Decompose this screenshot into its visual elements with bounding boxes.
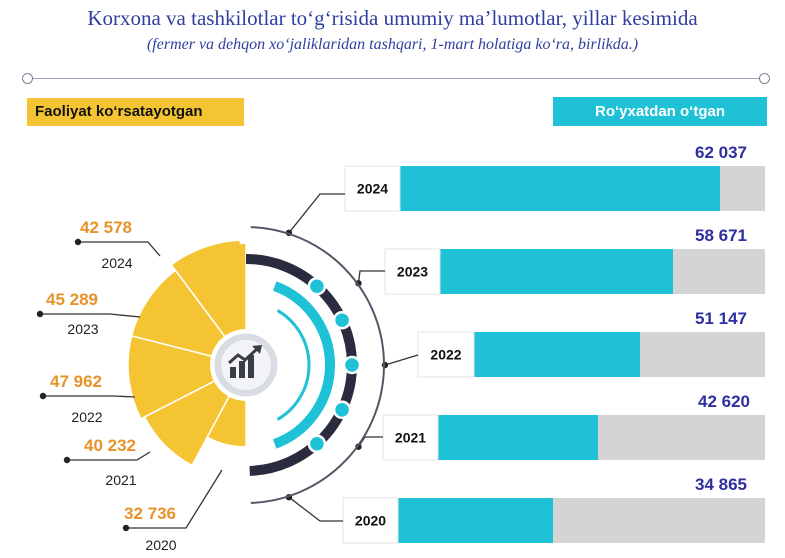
pie-year-label: 2023 bbox=[67, 321, 98, 337]
active-series-label: Faoliyat ko‘rsatayotgan bbox=[27, 98, 244, 126]
leader-dot bbox=[122, 524, 130, 532]
leader-line bbox=[78, 241, 161, 257]
leader-dot bbox=[36, 310, 44, 318]
bar-year-label: 2020 bbox=[355, 513, 386, 529]
bar-value-label: 42 620 bbox=[698, 392, 750, 411]
pie-value-label: 40 232 bbox=[84, 436, 136, 455]
ring-node bbox=[307, 434, 327, 454]
ring-inner-thin bbox=[276, 309, 311, 421]
ring-node bbox=[332, 310, 352, 330]
bar-year-box bbox=[344, 165, 401, 212]
leader-dot bbox=[74, 238, 82, 246]
bar-year-label: 2021 bbox=[395, 430, 426, 446]
bar-year-label: 2023 bbox=[397, 264, 428, 280]
bar-year-box bbox=[384, 248, 441, 295]
ring-cyan bbox=[272, 281, 335, 449]
header-divider bbox=[24, 78, 766, 79]
left-leader-lines bbox=[36, 238, 223, 532]
bar-year-box bbox=[417, 331, 475, 378]
leader-line bbox=[384, 354, 419, 366]
bar-value-label: 34 865 bbox=[695, 475, 747, 494]
pie-slice-2022 bbox=[127, 335, 249, 420]
chart-labels: 42 578 2024 45 289 2023 47 962 2022 40 232 2021… bbox=[46, 218, 177, 553]
pie-value-label: 42 578 bbox=[80, 218, 132, 237]
bar-year-box bbox=[382, 414, 439, 461]
leader-dot bbox=[39, 392, 47, 400]
ring-node bbox=[307, 276, 327, 296]
pie-value-label: 45 289 bbox=[46, 290, 98, 309]
pie-year-label: 2022 bbox=[71, 409, 102, 425]
pie-year-label: 2021 bbox=[105, 472, 136, 488]
ring-outer-thin bbox=[250, 226, 386, 504]
pie-year-label: 2024 bbox=[101, 255, 132, 271]
bar-value-label: 58 671 bbox=[695, 226, 747, 245]
leader-line bbox=[126, 469, 223, 529]
leader-line bbox=[43, 395, 136, 398]
bar-2021 bbox=[438, 415, 598, 460]
bar-year-label: 2022 bbox=[430, 347, 461, 363]
registered-bars: 2024 62 037 2023 58 671 2022 51 147 2021 42 620… bbox=[342, 143, 765, 547]
ring-node bbox=[342, 355, 362, 375]
pie-value-label: 32 736 bbox=[124, 504, 176, 523]
ring-gap bbox=[238, 230, 381, 500]
bar-2020 bbox=[398, 498, 553, 543]
bar-value-label: 62 037 bbox=[695, 143, 747, 162]
leader-line bbox=[288, 496, 343, 522]
ring-node bbox=[332, 400, 352, 420]
registered-series-label: Ro‘yxatdan o‘tgan bbox=[553, 97, 767, 126]
bar-value-label: 51 147 bbox=[695, 309, 747, 328]
bar-year-label: 2024 bbox=[357, 181, 388, 197]
page-subtitle: (fermer va dehqon xo‘jaliklaridan tashqa… bbox=[146, 36, 639, 53]
bar-2024 bbox=[400, 166, 720, 211]
chart-growth-icon bbox=[211, 330, 281, 400]
divider-right-dot bbox=[759, 73, 770, 84]
leader-line bbox=[357, 270, 385, 284]
pie-year-label: 2020 bbox=[145, 537, 176, 553]
leader-line bbox=[40, 313, 141, 318]
leader-line bbox=[67, 451, 151, 461]
bar-2023 bbox=[440, 249, 673, 294]
divider-left-dot bbox=[22, 73, 33, 84]
pie-slice-2023 bbox=[130, 269, 248, 367]
leader-dot bbox=[63, 456, 71, 464]
ring-decoration bbox=[211, 226, 386, 504]
bar-2022 bbox=[474, 332, 640, 377]
pie-value-label: 47 962 bbox=[50, 372, 102, 391]
leader-line bbox=[288, 193, 345, 234]
page-title: Korxona va tashkilotlar to‘g‘risida umum… bbox=[87, 6, 698, 30]
